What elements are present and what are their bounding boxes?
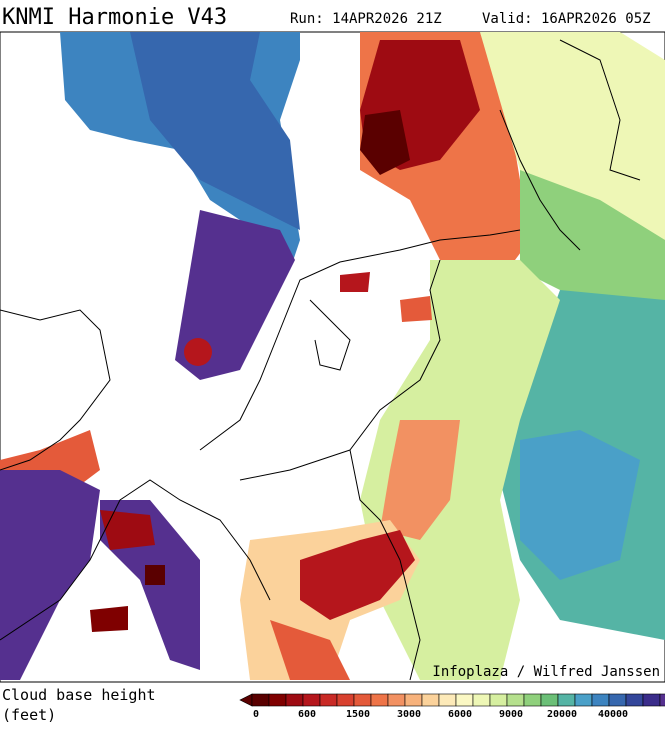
coastline (559, 39, 641, 181)
colorbar-tick-label: 0 (253, 709, 259, 720)
cloud-area (380, 420, 460, 540)
colorbar-box (404, 693, 423, 707)
colorbar-box (506, 693, 525, 707)
run-time: Run: 14APR2026 21Z (290, 11, 442, 27)
colorbar-box (387, 693, 406, 707)
colorbar-box (285, 693, 304, 707)
colorbar-tick-label: 40000 (598, 709, 628, 720)
cloud-area (360, 110, 410, 175)
colorbar-box (472, 693, 491, 707)
coastline (0, 309, 111, 471)
cloud-area (520, 430, 640, 580)
coastline (309, 299, 351, 371)
colorbar-tick-label: 20000 (547, 709, 577, 720)
colorbar-box (370, 693, 389, 707)
colorbar-tick-label: 1500 (346, 709, 370, 720)
colorbar-box (268, 693, 287, 707)
cloud-area (270, 620, 350, 680)
colorbar-box (591, 693, 610, 707)
title: KNMI Harmonie V43 (2, 5, 227, 30)
colorbar-box (557, 693, 576, 707)
border (239, 449, 351, 481)
colorbar-tick-label: 600 (298, 709, 316, 720)
legend-unit: (feet) (2, 706, 56, 724)
coastline (199, 229, 521, 451)
cloud-area (145, 565, 165, 585)
colorbar: 0 600 1500 3000 6000 9000 20000 40000 (239, 693, 665, 720)
colorbar-box (523, 693, 542, 707)
cloud-area (0, 470, 100, 680)
colorbar-box (625, 693, 644, 707)
colorbar-box (489, 693, 508, 707)
colorbar-box (642, 693, 661, 707)
cloud-area (100, 510, 155, 550)
colorbar-box (336, 693, 355, 707)
cloud-area (184, 338, 212, 366)
colorbar-box (421, 693, 440, 707)
cloud-area (300, 530, 415, 620)
cloud-area (400, 296, 432, 322)
colorbar-box (540, 693, 559, 707)
colorbar-box (574, 693, 593, 707)
colorbar-box (455, 693, 474, 707)
colorbar-tick-label: 6000 (448, 709, 472, 720)
map: Infoplaza / Wilfred Janssen (0, 31, 665, 683)
colorbar-box (353, 693, 372, 707)
coastline (499, 109, 581, 251)
colorbar-box (438, 693, 457, 707)
cloud-area (520, 170, 665, 330)
colorbar-arrow (239, 693, 253, 707)
cloud-area (340, 272, 370, 292)
colorbar-box (659, 693, 665, 707)
cloud-area (130, 32, 300, 230)
cloud-area (175, 210, 295, 380)
valid-time: Valid: 16APR2026 05Z (482, 11, 651, 27)
colorbar-tick-label: 9000 (499, 709, 523, 720)
coastline (0, 479, 271, 641)
colorbar-box (251, 693, 270, 707)
colorbar-box (608, 693, 627, 707)
colorbar-tick-label: 3000 (397, 709, 421, 720)
colorbar-box (319, 693, 338, 707)
cloud-area (90, 606, 128, 632)
credit: Infoplaza / Wilfred Janssen (432, 664, 660, 680)
cloud-area (480, 32, 665, 240)
colorbar-box (302, 693, 321, 707)
legend-label: Cloud base height (2, 686, 156, 704)
